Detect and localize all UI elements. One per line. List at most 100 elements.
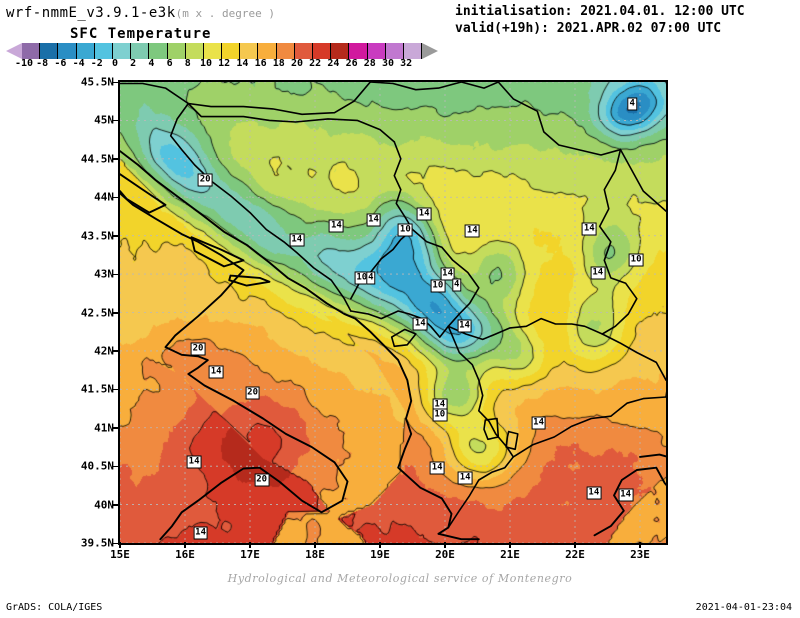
x-axis-tickmark: [639, 542, 641, 548]
colorbar-swatch: [149, 43, 168, 59]
colorbar-swatch: [385, 43, 404, 59]
contour-label: 20: [245, 386, 261, 400]
contour-label: 14: [193, 526, 209, 540]
y-axis-tick: 40.5N: [80, 459, 114, 473]
colorbar-over-arrow: [422, 43, 439, 59]
model-units-text: (m x . degree ): [175, 7, 275, 20]
colorbar-tick: -8: [36, 58, 49, 69]
colorbar-swatch: [94, 43, 113, 59]
y-axis-tickmark: [112, 119, 118, 122]
initialisation-time: initialisation: 2021.04.01. 12:00 UTC: [455, 4, 745, 19]
x-axis-tick: 15E: [110, 548, 130, 561]
y-axis-tickmark: [112, 388, 118, 391]
y-axis-tick: 45.5N: [80, 75, 114, 89]
colorbar-tick: 20: [290, 58, 304, 69]
contour-label: 14: [440, 267, 456, 281]
colorbar-tick: 18: [272, 58, 285, 69]
colorbar-tick: 26: [345, 58, 358, 69]
contour-label: 10: [397, 223, 413, 237]
colorbar-tick: 22: [309, 58, 322, 69]
contour-label: 14: [618, 488, 634, 502]
y-axis-tick: 45N: [94, 113, 114, 127]
x-axis-tick: 21E: [500, 548, 520, 561]
y-axis-tickmark: [112, 312, 118, 314]
y-axis-tick: 42.5N: [80, 306, 114, 319]
y-axis-tickmark: [112, 81, 118, 83]
contour-label: 20: [190, 342, 206, 356]
contour-label: 14: [329, 219, 344, 233]
x-axis-tickmark: [119, 542, 121, 548]
y-axis-tick: 42N: [94, 344, 114, 358]
colorbar-tick: -6: [54, 58, 67, 69]
y-axis-tickmark: [112, 273, 118, 276]
colorbar-tick: 4: [148, 58, 155, 69]
contour-label: 14: [464, 224, 480, 238]
colorbar-swatch: [331, 43, 350, 59]
colorbar-swatch: [313, 43, 332, 59]
y-axis-tickmark: [112, 350, 118, 352]
colorbar-tick: 28: [363, 58, 376, 69]
colorbar-tick: 8: [184, 58, 191, 69]
contour-label: 20: [254, 473, 270, 487]
generation-timestamp: 2021-04-01-23:04: [695, 602, 792, 613]
colorbar-swatch: [40, 43, 59, 59]
contour-label: 14: [531, 416, 547, 430]
contour-label: 4: [627, 97, 637, 110]
field-title: SFC Temperature: [70, 26, 212, 42]
colorbar-swatch: [349, 43, 368, 59]
x-axis-tickmark: [444, 542, 446, 548]
model-title: wrf-nmmE_v3.9.1-e3k(m x . degree ): [6, 5, 275, 21]
colorbar-swatch: [240, 43, 259, 59]
x-axis-tick: 22E: [565, 548, 585, 561]
y-axis-tickmark: [112, 235, 118, 237]
contour-label: 14: [457, 319, 472, 333]
contour-label: 10: [628, 253, 644, 267]
x-axis-tickmark: [314, 542, 316, 548]
colorbar-tick: -4: [72, 58, 85, 69]
colorbar-swatch: [112, 43, 132, 59]
x-axis-tickmark: [574, 542, 576, 548]
x-axis-tick: 17E: [240, 548, 260, 561]
y-axis-tickmark: [112, 465, 118, 468]
colorbar-swatch: [403, 43, 423, 59]
contour-label: 14: [457, 471, 473, 485]
y-axis-tick: 39.5N: [80, 536, 114, 550]
y-axis-tickmark: [112, 196, 118, 199]
contour-label: 10: [430, 279, 446, 293]
contour-label: 14: [366, 213, 381, 227]
y-axis-tick: 44.5N: [80, 152, 114, 166]
contour-label: 14: [590, 266, 606, 280]
map-plot-area: 20 14 14 14 14 10 14 14 4 10 4 14 10 4 14 10 14 14 20 14 20 1…: [118, 80, 668, 545]
x-axis-tickmark: [249, 542, 251, 548]
x-axis-tick: 16E: [175, 548, 195, 561]
contour-label: 4: [366, 271, 376, 285]
colorbar-tick: -10: [14, 58, 34, 69]
colorbar-swatch: [167, 43, 186, 59]
y-axis-tick: 43N: [94, 267, 114, 281]
model-title-text: wrf-nmmE_v3.9.1-e3k: [6, 5, 176, 21]
colorbar-swatch: [222, 43, 241, 59]
colorbar-swatch: [276, 43, 295, 59]
y-axis-tickmark: [112, 504, 118, 506]
colorbar: -10 -8 -6 -4 -2 0 2 4 6 8 10 12 14 16 18 20 22 24 26 28 30 32: [6, 43, 466, 71]
x-axis-tick: 23E: [630, 548, 650, 561]
x-axis-tick: 20E: [435, 548, 455, 561]
colorbar-swatch: [203, 43, 223, 59]
colorbar-swatches: [6, 43, 439, 59]
temperature-field-canvas: [120, 82, 666, 543]
y-axis-labels: 45.5N 45N 44.5N 44N 43.5N 43N 42.5N 42N 41.5N 41N…: [70, 76, 118, 550]
colorbar-swatch: [76, 43, 95, 59]
x-axis-tickmark: [509, 542, 511, 548]
contour-label: 4: [451, 278, 462, 292]
contour-label: 10: [432, 408, 448, 422]
y-axis-tick: 41N: [94, 421, 114, 435]
y-axis-tick: 44N: [94, 190, 114, 204]
colorbar-tick: 10: [199, 58, 213, 69]
colorbar-tick: 2: [130, 58, 137, 69]
y-axis-tickmark: [112, 542, 118, 544]
contour-label: 14: [581, 222, 597, 236]
y-axis-tickmark: [112, 158, 118, 160]
colorbar-tick: 32: [400, 58, 413, 69]
x-axis-tickmark: [379, 542, 381, 548]
contour-label: 14: [586, 486, 602, 500]
